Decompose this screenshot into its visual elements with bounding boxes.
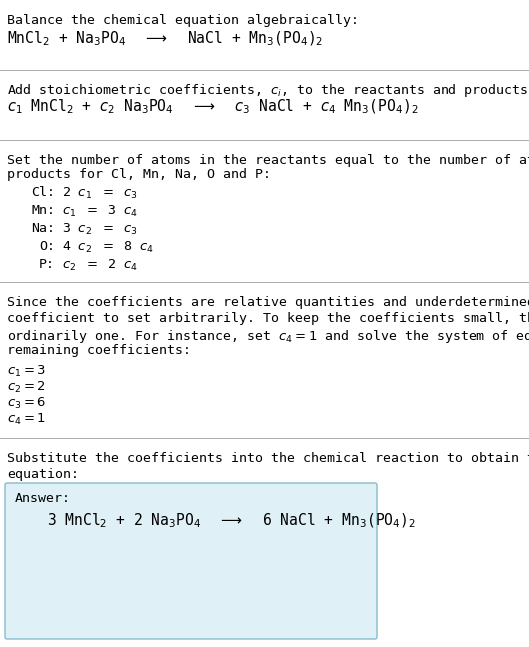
Text: $c_1 = 3$: $c_1 = 3$ bbox=[7, 364, 46, 379]
Text: 3 MnCl$_2$ + 2 Na$_3$PO$_4$  $\longrightarrow$  6 NaCl + Mn$_3$(PO$_4$)$_2$: 3 MnCl$_2$ + 2 Na$_3$PO$_4$ $\longrighta… bbox=[47, 512, 416, 531]
Text: Set the number of atoms in the reactants equal to the number of atoms in the: Set the number of atoms in the reactants… bbox=[7, 154, 529, 167]
Text: products for Cl, Mn, Na, O and P:: products for Cl, Mn, Na, O and P: bbox=[7, 168, 271, 181]
Text: $c_1$ $=$ 3 $c_4$: $c_1$ $=$ 3 $c_4$ bbox=[62, 204, 139, 219]
Text: MnCl$_2$ + Na$_3$PO$_4$  $\longrightarrow$  NaCl + Mn$_3$(PO$_4$)$_2$: MnCl$_2$ + Na$_3$PO$_4$ $\longrightarrow… bbox=[7, 30, 323, 49]
Text: $c_2 = 2$: $c_2 = 2$ bbox=[7, 380, 46, 395]
Text: $c_2$ $=$ 2 $c_4$: $c_2$ $=$ 2 $c_4$ bbox=[62, 258, 139, 273]
Text: ordinarily one. For instance, set $c_4 = 1$ and solve the system of equations fo: ordinarily one. For instance, set $c_4 =… bbox=[7, 328, 529, 345]
Text: 2 $c_1$ $=$ $c_3$: 2 $c_1$ $=$ $c_3$ bbox=[62, 186, 138, 201]
Text: Add stoichiometric coefficients, $c_i$, to the reactants and products:: Add stoichiometric coefficients, $c_i$, … bbox=[7, 82, 529, 99]
Text: Balance the chemical equation algebraically:: Balance the chemical equation algebraica… bbox=[7, 14, 359, 27]
Text: 4 $c_2$ $=$ 8 $c_4$: 4 $c_2$ $=$ 8 $c_4$ bbox=[62, 240, 154, 255]
Text: $c_1$ MnCl$_2$ + $c_2$ Na$_3$PO$_4$  $\longrightarrow$  $c_3$ NaCl + $c_4$ Mn$_3: $c_1$ MnCl$_2$ + $c_2$ Na$_3$PO$_4$ $\lo… bbox=[7, 98, 418, 116]
Text: $c_3 = 6$: $c_3 = 6$ bbox=[7, 396, 47, 411]
FancyBboxPatch shape bbox=[5, 483, 377, 639]
Text: coefficient to set arbitrarily. To keep the coefficients small, the arbitrary va: coefficient to set arbitrarily. To keep … bbox=[7, 312, 529, 325]
Text: Answer:: Answer: bbox=[15, 492, 71, 505]
Text: O:: O: bbox=[39, 240, 55, 253]
Text: $c_4 = 1$: $c_4 = 1$ bbox=[7, 412, 46, 427]
Text: Na:: Na: bbox=[31, 222, 55, 235]
Text: Since the coefficients are relative quantities and underdetermined, choose a: Since the coefficients are relative quan… bbox=[7, 296, 529, 309]
Text: P:: P: bbox=[39, 258, 55, 271]
Text: Cl:: Cl: bbox=[31, 186, 55, 199]
Text: equation:: equation: bbox=[7, 468, 79, 481]
Text: remaining coefficients:: remaining coefficients: bbox=[7, 344, 191, 357]
Text: Mn:: Mn: bbox=[31, 204, 55, 217]
Text: 3 $c_2$ $=$ $c_3$: 3 $c_2$ $=$ $c_3$ bbox=[62, 222, 138, 237]
Text: Substitute the coefficients into the chemical reaction to obtain the balanced: Substitute the coefficients into the che… bbox=[7, 452, 529, 465]
